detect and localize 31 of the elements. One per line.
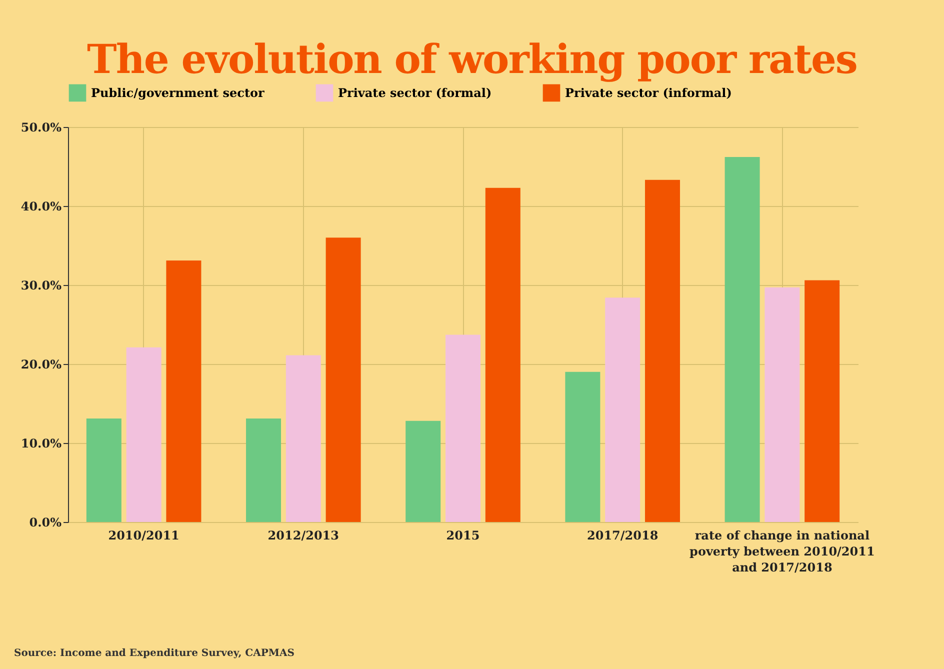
bar bbox=[644, 180, 680, 522]
y-tick-label: 40.0% bbox=[20, 200, 62, 214]
y-tick-label: 20.0% bbox=[20, 358, 62, 372]
bar bbox=[565, 372, 600, 522]
bar bbox=[724, 157, 760, 522]
bar bbox=[446, 334, 480, 522]
chart-title: The evolution of working poor rates bbox=[86, 35, 858, 83]
bar bbox=[485, 188, 520, 522]
bar bbox=[246, 418, 282, 522]
legend-label: Private sector (informal) bbox=[565, 86, 732, 100]
bar bbox=[286, 355, 321, 522]
x-tick-label: 2015 bbox=[446, 528, 480, 542]
legend-label: Public/government sector bbox=[91, 86, 266, 100]
y-tick-label: 50.0% bbox=[20, 120, 62, 134]
x-tick-label: 2010/2011 bbox=[108, 528, 180, 542]
x-tick-label: rate of change in national poverty between 2010/2011 and 2017/2018 bbox=[690, 528, 875, 574]
bar bbox=[605, 298, 640, 522]
bar bbox=[764, 287, 800, 522]
x-tick-label: 2017/2018 bbox=[587, 528, 658, 542]
legend-label: Private sector (formal) bbox=[338, 86, 492, 100]
y-tick-label: 30.0% bbox=[20, 278, 62, 292]
y-tick-label: 0.0% bbox=[29, 516, 62, 530]
bar bbox=[166, 260, 202, 522]
x-tick-label: 2012/2013 bbox=[268, 528, 339, 542]
bar bbox=[86, 418, 122, 522]
y-tick-label: 10.0% bbox=[20, 436, 62, 450]
bar bbox=[406, 420, 441, 522]
bar bbox=[326, 238, 361, 522]
bar bbox=[126, 347, 162, 522]
source-note: Source: Income and Expenditure Survey, CAPMAS bbox=[14, 648, 294, 659]
bar bbox=[804, 280, 840, 522]
